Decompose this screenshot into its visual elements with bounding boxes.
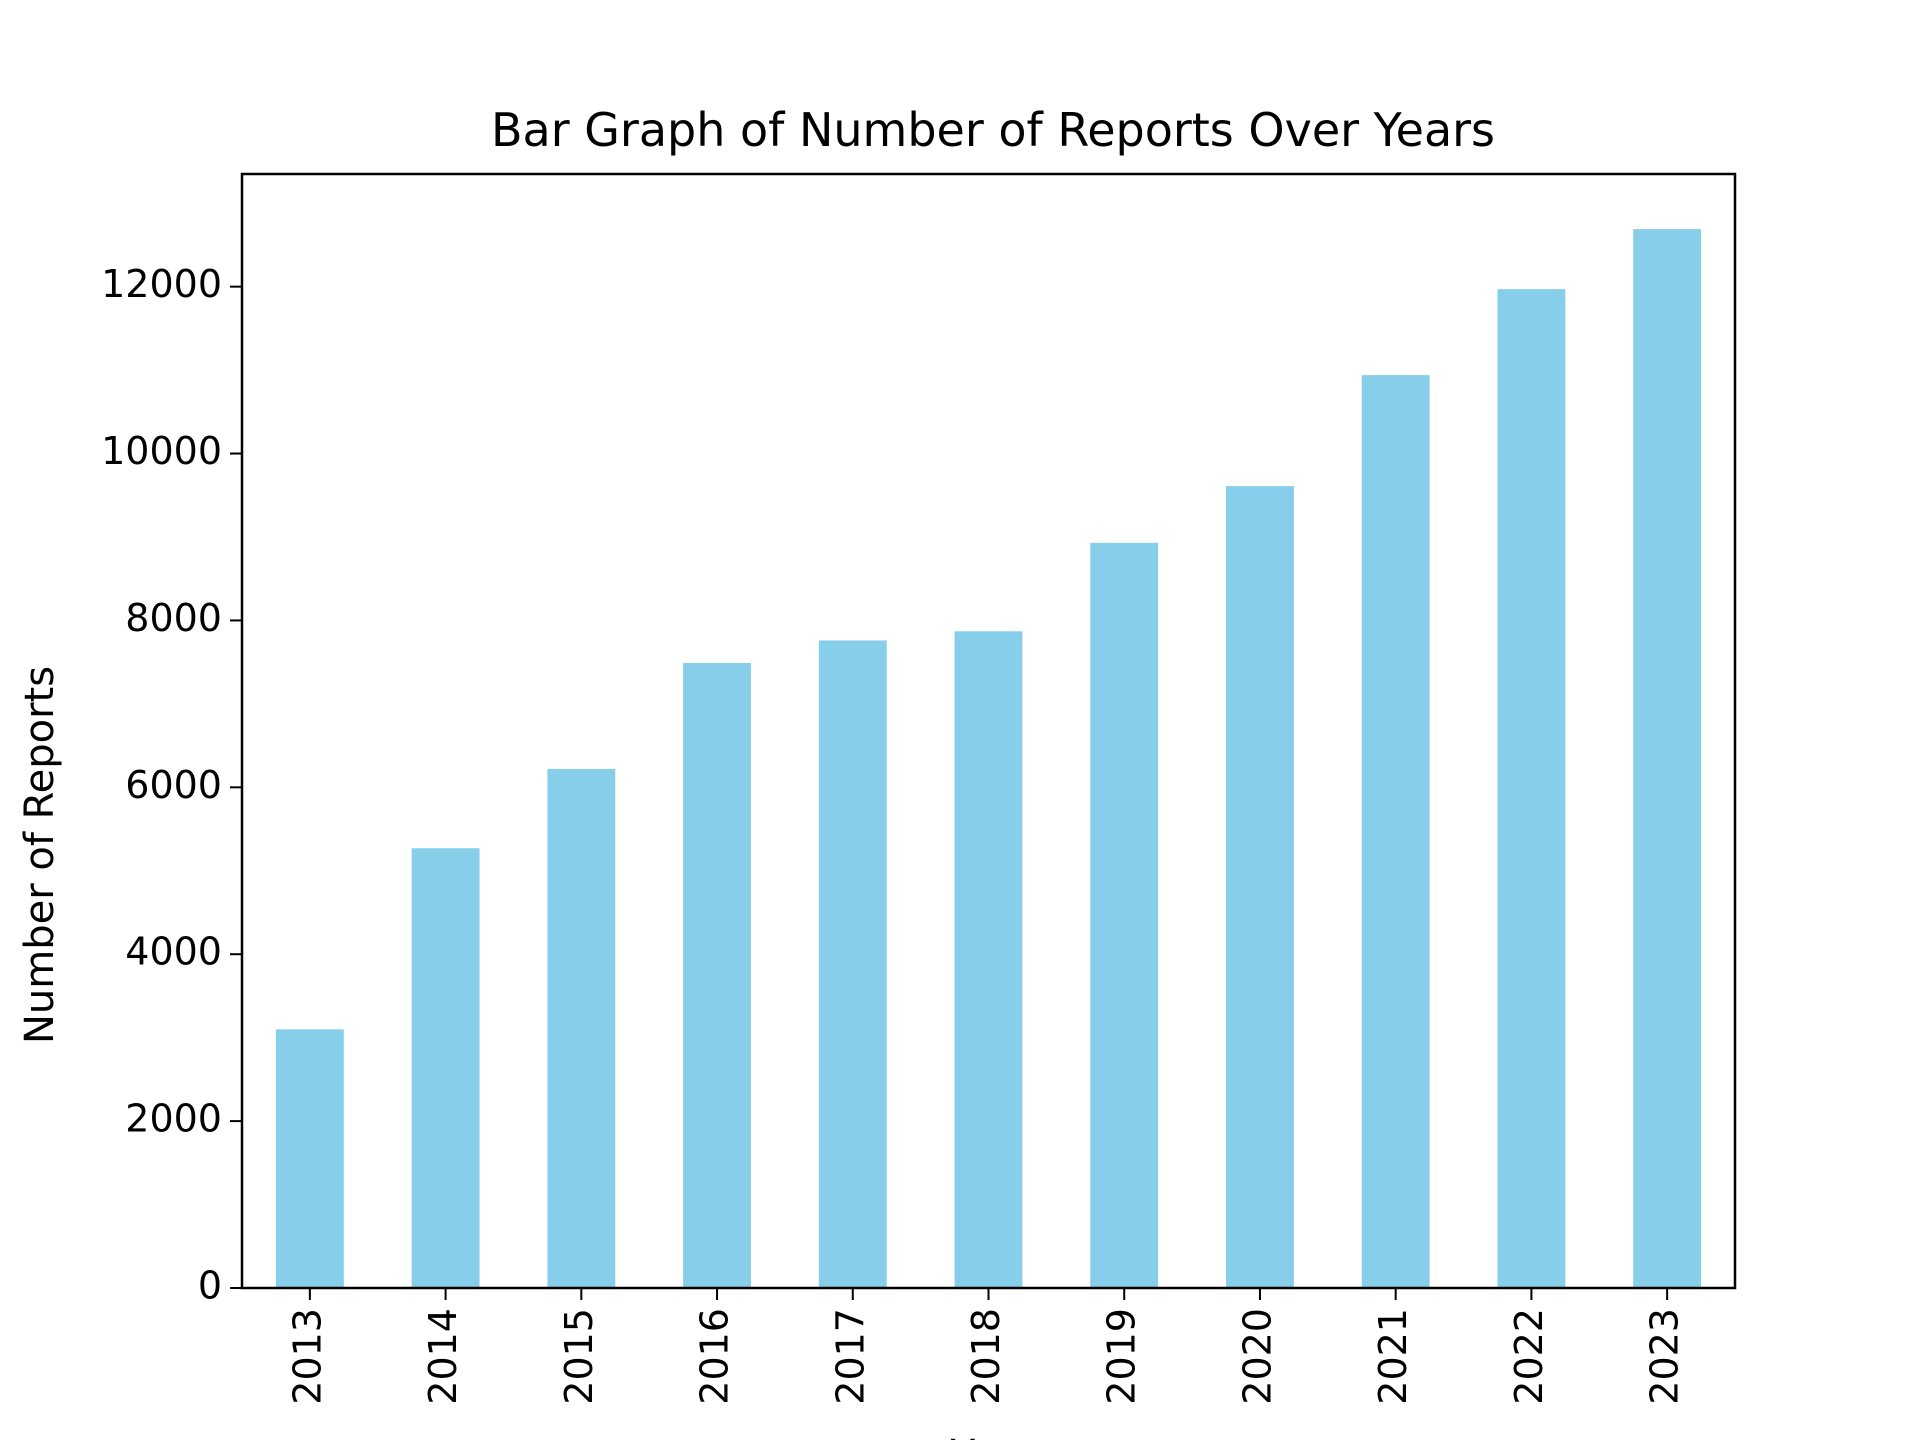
bar-2016 (683, 662, 751, 1288)
y-axis-label: Number of Reports (17, 666, 63, 1044)
bar-2019 (1090, 542, 1159, 1288)
y-tick-label: 4000 (125, 930, 222, 974)
x-tick-label: 2015 (557, 1308, 601, 1405)
x-tick-label: 2018 (964, 1308, 1008, 1405)
x-tick-label: 2021 (1371, 1308, 1415, 1405)
bar-2013 (275, 1029, 344, 1288)
bars-group (275, 229, 1702, 1289)
x-tick-label: 2016 (693, 1308, 737, 1405)
bar-2015 (547, 768, 616, 1288)
bar-2022 (1497, 289, 1566, 1289)
bar-2018 (954, 631, 1023, 1288)
x-tick-label: 2022 (1507, 1308, 1551, 1405)
x-axis-ticks: 2013 2014 2015 2016 2017 2018 2019 2020 2021 2022… (285, 1288, 1687, 1405)
x-tick-label: 2023 (1643, 1308, 1687, 1405)
bar-2021 (1361, 375, 1430, 1288)
x-axis-label: Year (950, 1432, 1036, 1440)
y-tick-label: 12000 (101, 262, 222, 306)
y-tick-label: 8000 (125, 596, 222, 640)
bar-2023 (1633, 229, 1702, 1288)
x-tick-label: 2020 (1235, 1308, 1279, 1405)
y-tick-label: 2000 (125, 1097, 222, 1141)
y-axis-ticks: 0 2000 4000 6000 8000 10000 12000 (101, 262, 242, 1308)
y-tick-label: 10000 (101, 429, 222, 473)
bar-2014 (411, 848, 480, 1288)
x-tick-label: 2013 (285, 1308, 329, 1405)
x-tick-label: 2017 (828, 1308, 872, 1405)
chart-title: Bar Graph of Number of Reports Over Year… (491, 103, 1495, 157)
x-tick-label: 2014 (421, 1308, 465, 1405)
y-tick-label: 6000 (125, 763, 222, 807)
x-tick-label: 2019 (1100, 1308, 1144, 1405)
bar-2020 (1226, 486, 1294, 1288)
bar-2017 (818, 640, 887, 1288)
y-tick-label: 0 (198, 1264, 222, 1308)
